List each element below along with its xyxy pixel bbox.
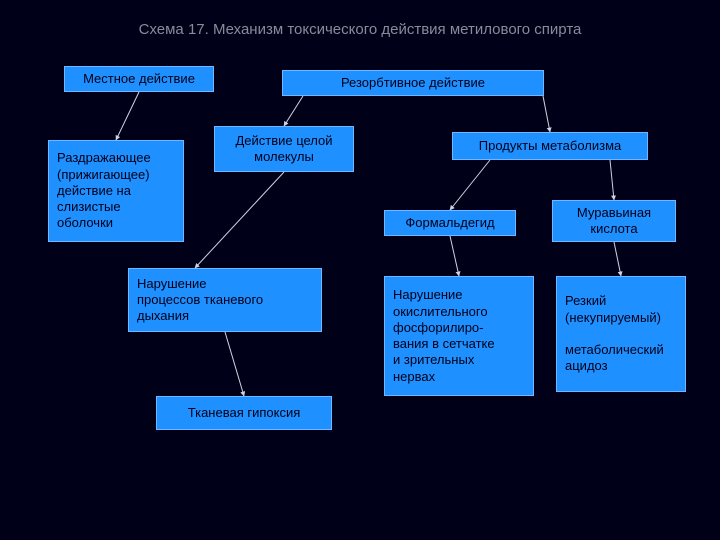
flow-edge bbox=[614, 242, 621, 276]
diagram-stage: Схема 17. Механизм токсического действия… bbox=[0, 0, 720, 540]
flow-node: Нарушение окислительного фосфорилиро- ва… bbox=[384, 276, 534, 396]
flow-node: Муравьиная кислота bbox=[552, 200, 676, 242]
flow-edge bbox=[450, 236, 459, 276]
flow-edge bbox=[450, 160, 490, 210]
diagram-title: Схема 17. Механизм токсического действия… bbox=[0, 21, 720, 38]
flow-node-label: Нарушение окислительного фосфорилиро- ва… bbox=[393, 287, 495, 385]
flow-node-label: Резорбтивное действие bbox=[341, 75, 485, 91]
flow-edge bbox=[284, 96, 303, 126]
flow-node: Тканевая гипоксия bbox=[156, 396, 332, 430]
flow-edge bbox=[225, 332, 244, 396]
flow-edge bbox=[195, 172, 284, 268]
flow-node: Действие целой молекулы bbox=[214, 126, 354, 172]
flow-node: Формальдегид bbox=[384, 210, 516, 236]
flow-node-label: Резкий (некупируемый) метаболический аци… bbox=[565, 293, 664, 374]
flow-node-label: Тканевая гипоксия bbox=[188, 405, 301, 421]
flow-node-label: Муравьиная кислота bbox=[577, 205, 651, 238]
flow-node: Раздражающее (прижигающее) действие на с… bbox=[48, 140, 184, 242]
flow-node: Резкий (некупируемый) метаболический аци… bbox=[556, 276, 686, 392]
flow-node-label: Раздражающее (прижигающее) действие на с… bbox=[57, 150, 151, 231]
flow-node: Продукты метаболизма bbox=[452, 132, 648, 160]
flow-node: Резорбтивное действие bbox=[282, 70, 544, 96]
flow-node-label: Нарушение процессов тканевого дыхания bbox=[137, 276, 263, 325]
flow-edge bbox=[543, 96, 550, 132]
flow-node-label: Продукты метаболизма bbox=[479, 138, 622, 154]
flow-edge bbox=[610, 160, 614, 200]
flow-node-label: Действие целой молекулы bbox=[235, 133, 332, 166]
flow-edge bbox=[116, 92, 139, 140]
flow-node-label: Местное действие bbox=[83, 71, 195, 87]
flow-node-label: Формальдегид bbox=[405, 215, 494, 231]
flow-node: Местное действие bbox=[64, 66, 214, 92]
flow-node: Нарушение процессов тканевого дыхания bbox=[128, 268, 322, 332]
